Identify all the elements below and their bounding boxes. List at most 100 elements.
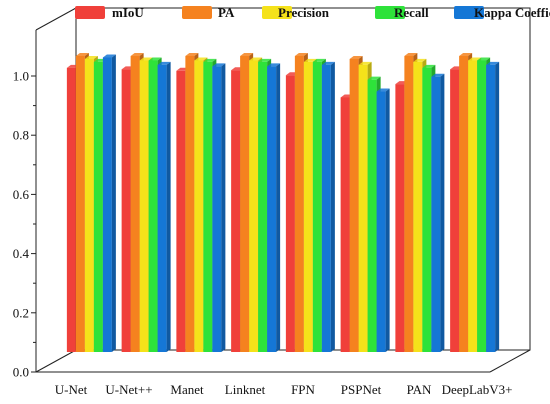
bar — [240, 56, 250, 352]
frame-edge — [489, 349, 531, 373]
bar-top — [303, 58, 317, 62]
legend-item: Precision — [262, 5, 330, 20]
bar — [486, 64, 496, 352]
bar-side — [385, 88, 390, 353]
bar — [294, 56, 304, 352]
legend-swatch — [75, 6, 105, 19]
category-group — [66, 53, 116, 353]
x-tick-label: FPN — [291, 382, 315, 397]
bar-top — [258, 58, 272, 62]
bar-side — [440, 73, 445, 352]
bar — [431, 76, 441, 352]
bar-top — [312, 58, 326, 62]
bar — [404, 56, 414, 352]
x-tick-label: Manet — [170, 382, 204, 397]
bar — [477, 60, 487, 352]
y-tick-label: 0.8 — [13, 128, 29, 143]
bar — [102, 57, 112, 352]
bar — [148, 60, 158, 352]
bar-top — [367, 76, 381, 80]
bar-top — [157, 61, 171, 65]
bar-top — [203, 58, 217, 62]
y-tick-label: 0.0 — [13, 365, 29, 380]
bar — [285, 75, 295, 353]
bar-top — [102, 54, 116, 58]
frame-edge — [35, 349, 77, 373]
bar-top — [349, 55, 363, 59]
legend-label: mIoU — [112, 5, 144, 20]
bar-top — [459, 53, 473, 56]
bar — [395, 84, 405, 353]
bar — [349, 58, 359, 353]
bar-side — [166, 61, 171, 352]
y-tick-label: 0.4 — [13, 246, 30, 261]
y-tick-label: 0.6 — [13, 187, 30, 202]
legend-item: PA — [182, 5, 235, 20]
bar — [185, 56, 195, 352]
legend-item: Recall — [375, 5, 429, 20]
bar — [258, 61, 268, 353]
bar — [176, 70, 186, 353]
bar-top — [468, 57, 482, 61]
bar-top — [413, 58, 427, 62]
bar-top — [267, 63, 281, 67]
y-axis: 0.0 0.2 0.4 0.6 0.8 1.0 — [13, 69, 36, 380]
legend-swatch — [454, 6, 484, 19]
bar-top — [130, 53, 144, 56]
bar-top — [240, 53, 254, 56]
bar-top — [422, 64, 436, 68]
legend-item: mIoU — [75, 5, 144, 20]
category-group — [450, 53, 500, 352]
bar-top — [404, 53, 418, 56]
bar-side — [495, 61, 500, 352]
bar — [376, 91, 386, 353]
bar-top — [376, 88, 390, 92]
bar-side — [330, 61, 335, 352]
bar-top — [486, 61, 500, 65]
bar — [130, 56, 140, 352]
x-tick-label: U-Net++ — [105, 382, 152, 397]
bar — [340, 97, 350, 352]
legend-label: Kappa Coefficient — [474, 5, 550, 20]
bar-top — [84, 55, 98, 59]
bar — [413, 61, 423, 353]
bar-top — [477, 57, 491, 61]
legend-swatch — [375, 6, 405, 19]
bar-top — [194, 57, 208, 61]
x-axis: U-Net U-Net++ Manet Linknet FPN PSPNet PAN Deep… — [55, 382, 513, 397]
bar — [157, 64, 167, 352]
bar — [249, 60, 259, 352]
bar-top — [294, 53, 308, 56]
x-tick-label: PSPNet — [341, 382, 382, 397]
bar-top — [249, 57, 263, 61]
bar-top — [148, 57, 162, 61]
bar — [194, 60, 204, 352]
bar — [93, 61, 103, 353]
x-tick-label: PAN — [407, 382, 432, 397]
bar — [84, 58, 94, 353]
legend: mIoU PA Precision Recall Kappa Coefficient — [75, 5, 550, 20]
bar — [303, 61, 313, 353]
bar — [450, 69, 460, 352]
bar — [459, 56, 469, 352]
bar-top — [75, 53, 89, 56]
bar — [367, 79, 377, 353]
legend-swatch — [182, 6, 212, 19]
legend-item: Kappa Coefficient — [454, 5, 550, 20]
x-tick-label: Linknet — [225, 382, 266, 397]
bar-side — [111, 54, 116, 352]
x-tick-label: DeepLabV3+ — [442, 382, 513, 397]
category-group — [176, 53, 226, 353]
bar — [66, 67, 76, 352]
bar — [267, 66, 277, 353]
bar — [121, 69, 131, 352]
bar-side — [221, 63, 226, 353]
legend-swatch — [262, 6, 292, 19]
bar-side — [276, 63, 281, 353]
x-tick-label: U-Net — [55, 382, 88, 397]
bar — [212, 66, 222, 353]
bar — [422, 67, 432, 352]
category-group — [395, 53, 445, 353]
bar — [75, 56, 85, 352]
